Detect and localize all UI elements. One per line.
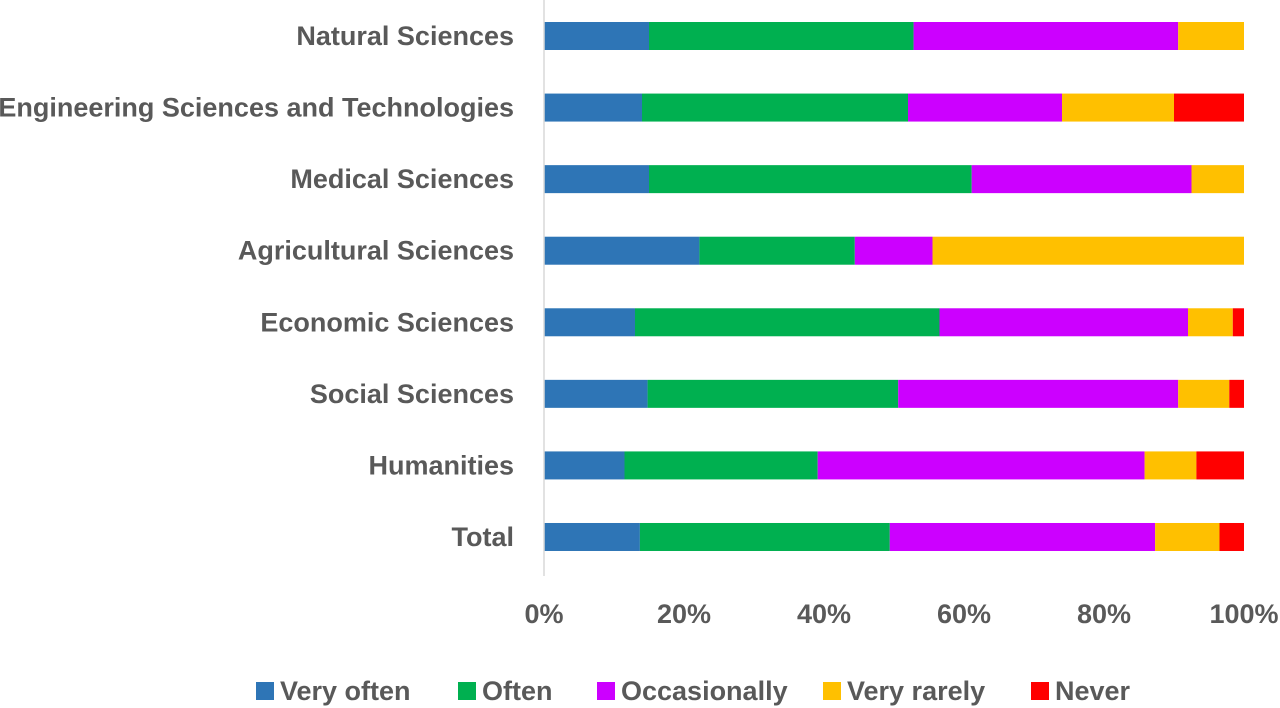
bar-segment [1062, 93, 1174, 122]
legend-swatch [256, 682, 274, 700]
bar-segment [544, 165, 649, 194]
bar-segment [854, 236, 933, 265]
bar-segment [649, 165, 972, 194]
x-tick-label: 100% [1209, 599, 1278, 629]
bar-segment [1191, 165, 1244, 194]
category-label: Natural Sciences [296, 21, 514, 51]
bar-segment [544, 308, 635, 337]
bar-segment [908, 93, 1062, 122]
bar-segment [939, 308, 1188, 337]
bar-segment [699, 236, 855, 265]
bar-segment [1196, 451, 1244, 480]
bar-segment [642, 93, 908, 122]
bar-segment [1144, 451, 1197, 480]
bar-segment [913, 22, 1179, 50]
bar-segment [971, 165, 1192, 194]
category-label: Medical Sciences [290, 164, 514, 194]
bar-segment [624, 451, 818, 480]
bar-segment [635, 308, 940, 337]
x-tick-label: 0% [524, 599, 563, 629]
bar-segment [1174, 93, 1244, 122]
bar-segment [649, 22, 914, 50]
legend-label: Occasionally [621, 676, 788, 706]
legend-swatch [458, 682, 476, 700]
bar-segment [544, 22, 649, 50]
x-tick-label: 60% [937, 599, 991, 629]
legend: Very often Often Occasionally Very rarely Ne… [256, 676, 1131, 706]
bar-segment [1178, 379, 1230, 408]
legend-label: Very rarely [847, 676, 985, 706]
bar-segment [932, 236, 1244, 265]
bar-segment [1155, 522, 1220, 551]
legend-swatch [597, 682, 615, 700]
bar-segment [817, 451, 1145, 480]
bar-segment [639, 522, 890, 551]
legend-swatch [1031, 682, 1049, 700]
bar-segment [544, 236, 700, 265]
bar-segment [898, 379, 1179, 408]
category-label: Economic Sciences [260, 307, 514, 337]
legend-label: Often [482, 676, 553, 706]
bar-segment [544, 379, 648, 408]
bar-segment [647, 379, 899, 408]
x-tick-label: 20% [657, 599, 711, 629]
x-tick-label: 40% [797, 599, 851, 629]
category-label: Engineering Sciences and Technologies [0, 93, 514, 123]
bar-segment [544, 93, 642, 122]
x-tick-label: 80% [1077, 599, 1131, 629]
category-label: Total [452, 522, 515, 552]
bar-segment [889, 522, 1156, 551]
legend-swatch [823, 682, 841, 700]
bar-segment [544, 522, 640, 551]
legend-label: Never [1055, 676, 1131, 706]
bars-layer [544, 22, 1244, 551]
bar-segment [1188, 308, 1233, 337]
bar-segment [1229, 379, 1244, 408]
bar-segment [1232, 308, 1244, 337]
bar-segment [1178, 22, 1244, 50]
legend-label: Very often [280, 676, 411, 706]
bar-segment [1219, 522, 1244, 551]
bar-segment [544, 451, 625, 480]
category-labels: Natural Sciences Engineering Sciences and… [0, 21, 514, 552]
x-axis-tick-labels: 0% 20% 40% 60% 80% 100% [524, 599, 1278, 629]
category-label: Humanities [368, 450, 514, 480]
category-label: Agricultural Sciences [238, 236, 514, 266]
category-label: Social Sciences [310, 379, 514, 409]
